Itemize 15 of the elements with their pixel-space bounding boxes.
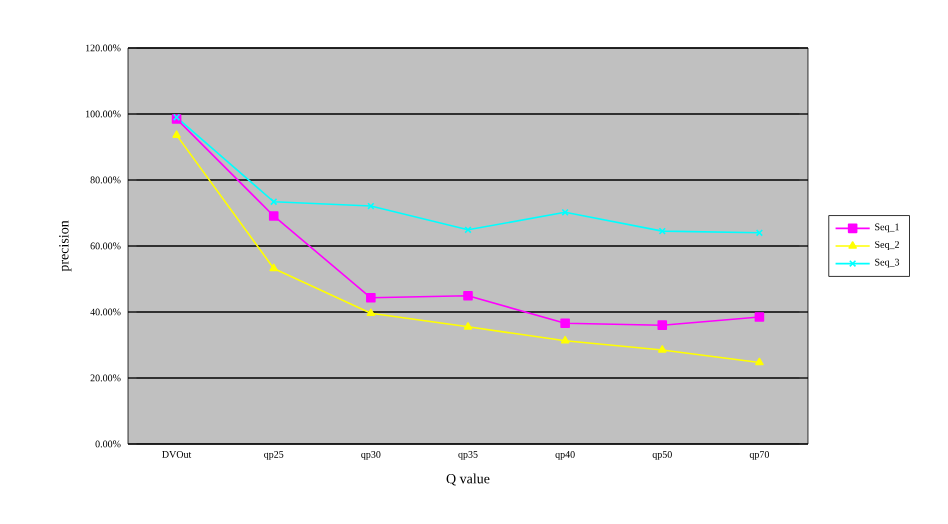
point bbox=[367, 202, 375, 210]
point bbox=[658, 345, 667, 353]
point bbox=[560, 335, 570, 344]
point bbox=[755, 357, 764, 366]
point bbox=[560, 318, 570, 328]
point bbox=[269, 263, 278, 272]
point bbox=[172, 130, 181, 138]
point bbox=[463, 322, 473, 330]
point bbox=[270, 198, 278, 206]
point bbox=[463, 291, 473, 301]
point bbox=[366, 308, 376, 317]
point bbox=[366, 292, 376, 303]
point bbox=[754, 312, 765, 322]
point bbox=[268, 211, 279, 221]
point bbox=[657, 320, 668, 330]
